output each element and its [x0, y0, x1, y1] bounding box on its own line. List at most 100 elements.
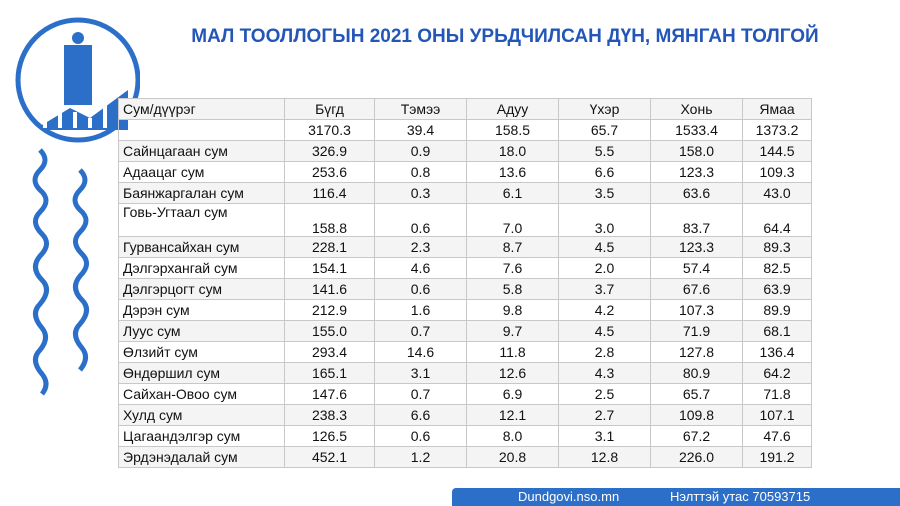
row-name: Сайхан-Овоо сум — [118, 383, 285, 405]
cell: 89.9 — [742, 299, 812, 321]
cell: 39.4 — [374, 119, 467, 141]
cell: 228.1 — [284, 236, 375, 258]
cell: 5.8 — [466, 278, 559, 300]
cell: 147.6 — [284, 383, 375, 405]
column-header: Ямаа — [742, 98, 812, 120]
cell: 0.3 — [374, 182, 467, 204]
cell: 82.5 — [742, 257, 812, 279]
cell: 191.2 — [742, 446, 812, 468]
row: Говь-Угтаал сум 158.8 0.6 7.0 3.0 83.7 64.4 — [118, 203, 812, 237]
cell: 2.3 — [374, 236, 467, 258]
row-name: Цагаандэлгэр сум — [118, 425, 285, 447]
row: Адаацаг сум 253.6 0.8 13.6 6.6 123.3 109.3 — [118, 161, 812, 183]
cell: 123.3 — [650, 236, 743, 258]
column-header: Хонь — [650, 98, 743, 120]
cell: 12.8 — [558, 446, 651, 468]
cell: 63.9 — [742, 278, 812, 300]
cell: 7.0 — [466, 203, 559, 237]
phone: Нэлттэй утас 70593715 — [670, 489, 811, 504]
cell: 8.7 — [466, 236, 559, 258]
row-name: Өлзийт сум — [118, 341, 285, 363]
cell: 18.0 — [466, 140, 559, 162]
cell: 2.7 — [558, 404, 651, 426]
cell: 6.1 — [466, 182, 559, 204]
cell: 154.1 — [284, 257, 375, 279]
cell: 64.2 — [742, 362, 812, 384]
cell: 1.6 — [374, 299, 467, 321]
cell: 9.7 — [466, 320, 559, 342]
cell: 71.8 — [742, 383, 812, 405]
cell: 80.9 — [650, 362, 743, 384]
row: Хулд сум 238.3 6.6 12.1 2.7 109.8 107.1 — [118, 404, 812, 426]
cell: 4.6 — [374, 257, 467, 279]
row: Баянжаргалан сум 116.4 0.3 6.1 3.5 63.6 43.0 — [118, 182, 812, 204]
cell: 9.8 — [466, 299, 559, 321]
cell: 107.3 — [650, 299, 743, 321]
row: Луус сум 155.0 0.7 9.7 4.5 71.9 68.1 — [118, 320, 812, 342]
cell: 4.5 — [558, 320, 651, 342]
cell: 116.4 — [284, 182, 375, 204]
cell: 65.7 — [650, 383, 743, 405]
cell: 0.7 — [374, 383, 467, 405]
row-name: Адаацаг сум — [118, 161, 285, 183]
cell: 158.8 — [284, 203, 375, 237]
cell: 43.0 — [742, 182, 812, 204]
cell: 109.3 — [742, 161, 812, 183]
cell: 0.7 — [374, 320, 467, 342]
cell: 6.6 — [374, 404, 467, 426]
cell: 47.6 — [742, 425, 812, 447]
footer: Dundgovi.nso.mn Нэлттэй утас 70593715 — [452, 488, 900, 506]
row-name: Сайнцагаан сум — [118, 140, 285, 162]
cell: 65.7 — [558, 119, 651, 141]
cell: 64.4 — [742, 203, 812, 237]
column-header: Тэмээ — [374, 98, 467, 120]
cell: 83.7 — [650, 203, 743, 237]
cell: 5.5 — [558, 140, 651, 162]
cell: 89.3 — [742, 236, 812, 258]
cell: 212.9 — [284, 299, 375, 321]
row: Сайнцагаан сум 326.9 0.9 18.0 5.5 158.0 144.5 — [118, 140, 812, 162]
cell: 144.5 — [742, 140, 812, 162]
cell: 452.1 — [284, 446, 375, 468]
cell: 0.6 — [374, 278, 467, 300]
cell: 1533.4 — [650, 119, 743, 141]
cell: 3170.3 — [284, 119, 375, 141]
row: 3170.3 39.4 158.5 65.7 1533.4 1373.2 — [118, 119, 812, 141]
row: Гурвансайхан сум 228.1 2.3 8.7 4.5 123.3 89.3 — [118, 236, 812, 258]
cell: 4.2 — [558, 299, 651, 321]
cell: 14.6 — [374, 341, 467, 363]
cell: 0.6 — [374, 203, 467, 237]
cell: 2.0 — [558, 257, 651, 279]
row-name: Эрдэнэдалай сум — [118, 446, 285, 468]
cell: 6.6 — [558, 161, 651, 183]
cell: 0.9 — [374, 140, 467, 162]
row-name — [118, 119, 285, 141]
row-name: Хулд сум — [118, 404, 285, 426]
cell: 141.6 — [284, 278, 375, 300]
cell: 107.1 — [742, 404, 812, 426]
cell: 226.0 — [650, 446, 743, 468]
cell: 155.0 — [284, 320, 375, 342]
logo-decoration — [15, 17, 140, 396]
cell: 68.1 — [742, 320, 812, 342]
cell: 11.8 — [466, 341, 559, 363]
header-row: Сум/дүүрэг Бүгд Тэмээ Адуу Үхэр Хонь Ямаа — [118, 98, 812, 120]
row-name: Гурвансайхан сум — [118, 236, 285, 258]
cell: 4.3 — [558, 362, 651, 384]
cell: 3.5 — [558, 182, 651, 204]
cell: 7.6 — [466, 257, 559, 279]
cell: 8.0 — [466, 425, 559, 447]
title: МАЛ ТООЛЛОГЫН 2021 ОНЫ УРЬДЧИЛСАН ДҮН, М… — [191, 26, 819, 47]
cell: 326.9 — [284, 140, 375, 162]
cell: 136.4 — [742, 341, 812, 363]
cell: 253.6 — [284, 161, 375, 183]
row: Өлзийт сум 293.4 14.6 11.8 2.8 127.8 136.4 — [118, 341, 812, 363]
row: Цагаандэлгэр сум 126.5 0.6 8.0 3.1 67.2 47.6 — [118, 425, 812, 447]
cell: 3.1 — [558, 425, 651, 447]
cell: 293.4 — [284, 341, 375, 363]
row: Өндөршил сум 165.1 3.1 12.6 4.3 80.9 64.2 — [118, 362, 812, 384]
row: Сайхан-Овоо сум 147.6 0.7 6.9 2.5 65.7 71.8 — [118, 383, 812, 405]
row-name: Өндөршил сум — [118, 362, 285, 384]
row: Дэлгэрцогт сум 141.6 0.6 5.8 3.7 67.6 63.9 — [118, 278, 812, 300]
